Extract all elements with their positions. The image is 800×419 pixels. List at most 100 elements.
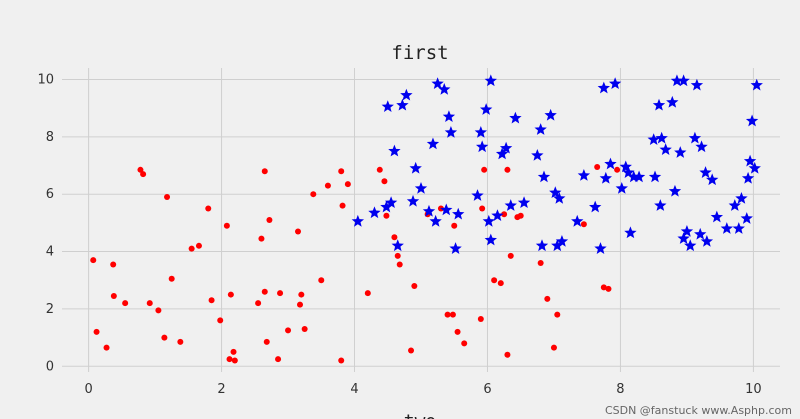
star-point bbox=[484, 74, 497, 87]
circle-point bbox=[605, 285, 612, 292]
circle-point bbox=[497, 280, 504, 287]
circle-point bbox=[230, 348, 237, 355]
circle-point bbox=[396, 261, 403, 268]
star-point bbox=[604, 157, 617, 170]
star-point bbox=[571, 214, 584, 227]
star-point bbox=[659, 143, 672, 155]
circle-point bbox=[140, 171, 147, 178]
star-point bbox=[740, 212, 753, 224]
star-point bbox=[388, 144, 401, 157]
x-axis-label: two bbox=[404, 411, 437, 419]
star-point bbox=[422, 204, 436, 217]
star-point bbox=[743, 154, 757, 167]
star-point bbox=[442, 110, 456, 123]
circle-point bbox=[338, 168, 345, 175]
star-point bbox=[534, 123, 547, 135]
star-point bbox=[406, 194, 420, 207]
circle-point bbox=[195, 242, 202, 249]
star-point bbox=[694, 227, 707, 240]
circle-point bbox=[614, 166, 621, 173]
x-tick-label: 10 bbox=[745, 382, 762, 397]
circle-point bbox=[298, 291, 305, 298]
star-point bbox=[599, 171, 612, 184]
star-point bbox=[479, 103, 493, 115]
chart-title: first bbox=[391, 42, 448, 64]
star-point bbox=[555, 235, 569, 247]
circle-point bbox=[324, 182, 331, 189]
star-point bbox=[544, 108, 557, 121]
star-point bbox=[741, 171, 755, 184]
star-point bbox=[351, 214, 365, 227]
circle-point bbox=[381, 178, 388, 185]
star-point bbox=[684, 239, 697, 252]
circle-point bbox=[297, 301, 304, 308]
star-point bbox=[688, 131, 702, 144]
circle-point bbox=[376, 166, 383, 173]
star-point bbox=[597, 81, 611, 94]
star-point bbox=[509, 111, 522, 124]
y-tick-label: 10 bbox=[37, 72, 54, 87]
circle-point bbox=[477, 315, 484, 322]
x-tick-label: 4 bbox=[350, 382, 358, 397]
y-tick-label: 8 bbox=[46, 130, 54, 145]
star-point bbox=[677, 232, 690, 244]
circle-point bbox=[155, 307, 162, 314]
circle-point bbox=[188, 245, 195, 252]
circle-point bbox=[90, 257, 97, 264]
circle-point bbox=[338, 357, 345, 364]
star-point bbox=[750, 78, 763, 91]
star-point bbox=[482, 214, 495, 227]
star-point bbox=[690, 78, 704, 91]
star-point bbox=[677, 74, 690, 87]
circle-point bbox=[275, 356, 282, 363]
circle-point bbox=[517, 212, 524, 219]
star-point bbox=[409, 161, 422, 174]
star-point bbox=[680, 224, 694, 237]
circle-point bbox=[507, 252, 514, 259]
star-point bbox=[549, 186, 562, 199]
star-point bbox=[668, 184, 682, 197]
star-point bbox=[537, 170, 551, 183]
star-point bbox=[471, 189, 484, 201]
star-point bbox=[517, 196, 531, 209]
star-point bbox=[438, 83, 451, 95]
circle-point bbox=[164, 194, 171, 201]
circle-point bbox=[364, 290, 371, 297]
circle-point bbox=[255, 300, 262, 307]
circle-point bbox=[223, 222, 230, 229]
grid bbox=[62, 68, 780, 372]
circle-point bbox=[318, 277, 325, 284]
star-point bbox=[499, 141, 513, 154]
circle-point bbox=[580, 221, 587, 228]
star-point bbox=[706, 173, 719, 186]
star-point bbox=[449, 242, 462, 254]
star-point bbox=[622, 166, 635, 178]
circle-point bbox=[411, 282, 418, 289]
star-point bbox=[577, 169, 591, 181]
y-tick-label: 2 bbox=[46, 302, 54, 317]
star-point bbox=[699, 166, 712, 178]
star-point bbox=[553, 191, 566, 204]
circle-point bbox=[263, 338, 270, 345]
circle-point bbox=[554, 311, 561, 318]
star-point bbox=[632, 170, 646, 183]
star-point bbox=[381, 100, 394, 112]
star-point bbox=[391, 239, 404, 252]
circle-point bbox=[391, 234, 398, 241]
circle-point bbox=[544, 295, 551, 302]
circle-point bbox=[461, 340, 468, 347]
circle-point bbox=[550, 344, 557, 351]
star-point bbox=[414, 181, 428, 194]
x-tick-label: 0 bbox=[84, 382, 92, 397]
circle-point bbox=[110, 261, 117, 268]
circle-point bbox=[122, 300, 129, 307]
star-point bbox=[531, 148, 544, 161]
star-point bbox=[475, 140, 489, 153]
circle-point bbox=[491, 277, 498, 284]
circle-point bbox=[146, 300, 153, 307]
star-point bbox=[735, 191, 748, 204]
circle-point bbox=[295, 228, 302, 235]
circle-point bbox=[261, 288, 268, 295]
y-tick-label: 6 bbox=[46, 187, 54, 202]
circle-point bbox=[137, 166, 144, 173]
